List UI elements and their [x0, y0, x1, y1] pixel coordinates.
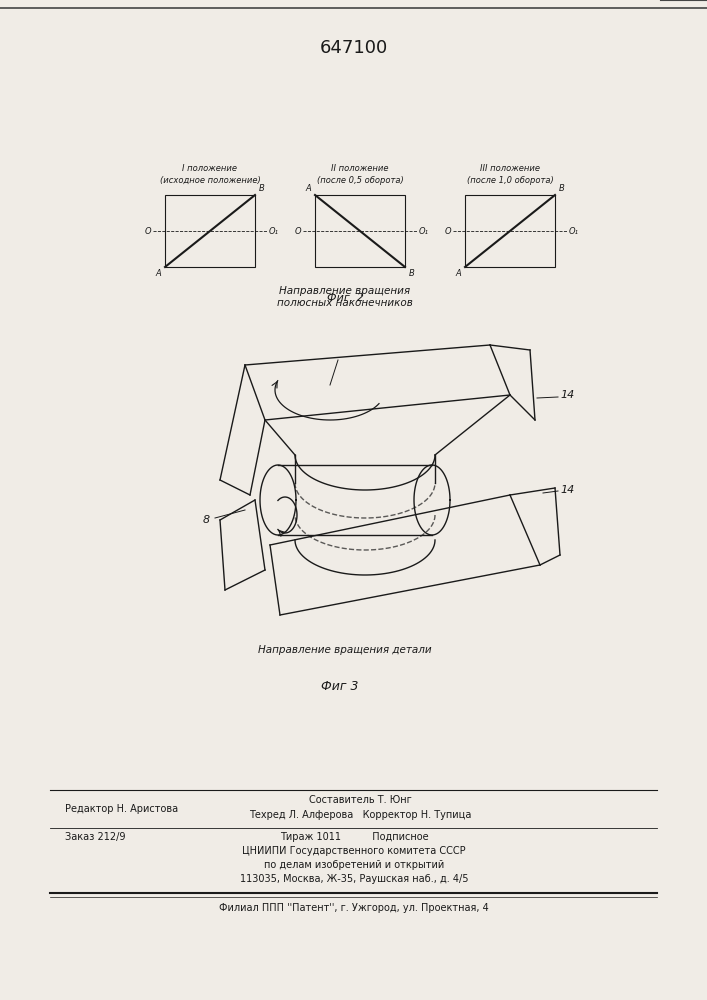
Text: A: A — [156, 269, 161, 278]
Bar — [165, 195, 255, 267]
Text: Направление вращения
полюсных наконечников: Направление вращения полюсных наконечник… — [277, 286, 413, 308]
Text: (после 0,5 оборота): (после 0,5 оборота) — [317, 176, 404, 185]
Text: Редактор Н. Аристова: Редактор Н. Аристова — [65, 804, 178, 814]
Text: B: B — [259, 184, 264, 193]
Text: (после 1,0 оборота): (после 1,0 оборота) — [467, 176, 554, 185]
Text: B: B — [409, 269, 415, 278]
Text: Филиал ППП ''Патент'', г. Ужгород, ул. Проектная, 4: Филиал ППП ''Патент'', г. Ужгород, ул. П… — [219, 903, 489, 913]
Text: Фиг 3: Фиг 3 — [321, 680, 358, 693]
Text: 8: 8 — [203, 515, 210, 525]
Text: III положение: III положение — [480, 164, 540, 173]
Text: (исходное положение): (исходное положение) — [160, 176, 260, 185]
Text: O: O — [445, 227, 451, 235]
Text: 14: 14 — [560, 485, 574, 495]
Text: 647100: 647100 — [320, 39, 388, 57]
Text: B: B — [559, 184, 565, 193]
Text: Составитель Т. Юнг: Составитель Т. Юнг — [309, 795, 411, 805]
Text: Заказ 212/9: Заказ 212/9 — [65, 832, 126, 842]
Text: Направление вращения детали: Направление вращения детали — [258, 645, 432, 655]
Text: по делам изобретений и открытий: по делам изобретений и открытий — [264, 860, 444, 870]
Text: I положение: I положение — [182, 164, 238, 173]
Text: A: A — [455, 269, 461, 278]
Text: O: O — [144, 227, 151, 235]
Text: 113035, Москва, Ж-35, Раушская наб., д. 4/5: 113035, Москва, Ж-35, Раушская наб., д. … — [240, 874, 468, 884]
Text: O: O — [294, 227, 301, 235]
Text: O₁: O₁ — [569, 227, 579, 235]
Text: Фиг. 2: Фиг. 2 — [327, 293, 363, 303]
Bar — [315, 195, 405, 267]
Bar — [465, 195, 555, 267]
Text: II положение: II положение — [332, 164, 389, 173]
Text: Тираж 1011          Подписное: Тираж 1011 Подписное — [280, 832, 428, 842]
Text: O₁: O₁ — [419, 227, 429, 235]
Text: Техред Л. Алферова   Корректор Н. Тупица: Техред Л. Алферова Корректор Н. Тупица — [249, 810, 471, 820]
Text: O₁: O₁ — [269, 227, 279, 235]
Text: ЦНИИПИ Государственного комитета СССР: ЦНИИПИ Государственного комитета СССР — [243, 846, 466, 856]
Text: A: A — [305, 184, 311, 193]
Text: 14: 14 — [560, 390, 574, 400]
